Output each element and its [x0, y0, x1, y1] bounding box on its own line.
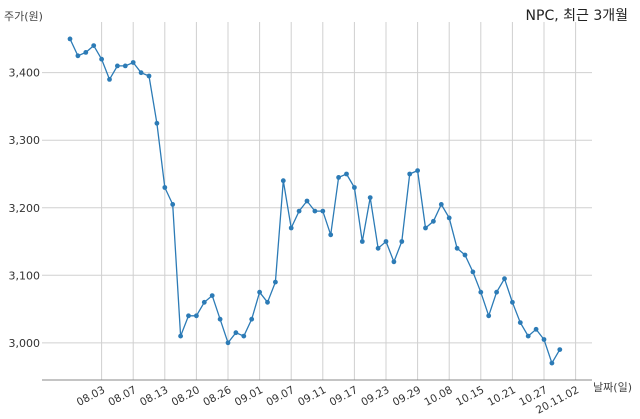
grid-lines	[42, 22, 592, 380]
data-point	[170, 202, 176, 207]
data-point	[407, 171, 413, 177]
data-point	[375, 245, 381, 251]
data-point	[122, 63, 128, 69]
data-point	[288, 225, 294, 231]
y-tick-label: 3,300	[9, 134, 41, 147]
y-tick-label: 3,100	[9, 269, 41, 282]
data-point	[296, 208, 302, 214]
data-point	[115, 63, 120, 69]
y-tick-label: 3,000	[9, 337, 41, 350]
data-point	[454, 245, 460, 251]
data-point	[320, 208, 326, 214]
data-point	[431, 218, 436, 224]
data-point	[209, 293, 215, 298]
data-point	[107, 77, 112, 82]
data-point	[423, 225, 428, 231]
data-point	[462, 252, 468, 258]
data-point	[217, 316, 223, 322]
x-tick-label: 09.17	[328, 384, 360, 409]
data-point	[549, 360, 555, 366]
data-point	[225, 340, 231, 346]
x-tick-label: 08.03	[75, 384, 107, 409]
data-point	[525, 333, 531, 339]
data-point	[99, 56, 104, 62]
data-point	[201, 299, 207, 305]
y-axis-ticks: 3,000 3,100 3,200 3,300 3,400	[9, 67, 41, 350]
data-point	[470, 269, 476, 275]
x-axis-ticks: 08.03 08.07 08.13 08.20 08.26 09.01 09.07 09.11…	[75, 384, 581, 417]
x-tick-label: 09.01	[233, 384, 265, 409]
data-point	[494, 289, 499, 295]
data-point	[130, 60, 136, 65]
data-point	[162, 185, 168, 190]
data-point	[233, 330, 239, 336]
x-tick-label: 08.07	[106, 384, 138, 409]
data-point	[273, 279, 278, 285]
data-point	[194, 313, 199, 319]
data-point	[391, 259, 397, 265]
data-point	[178, 333, 184, 339]
data-point	[138, 70, 144, 76]
y-tick-label: 3,200	[9, 202, 41, 215]
data-point	[352, 185, 357, 190]
price-line	[69, 38, 561, 365]
data-point	[541, 337, 547, 342]
data-point	[502, 276, 507, 282]
chart-title: NPC, 최근 3개월	[525, 8, 628, 24]
y-axis-label: 주가(원)	[4, 10, 43, 23]
x-tick-label: 09.29	[391, 384, 423, 409]
data-point	[186, 313, 191, 319]
data-point	[91, 43, 97, 48]
x-axis-label: 날짜(일)	[593, 381, 632, 394]
data-point	[438, 202, 444, 207]
price-points	[67, 36, 563, 366]
data-point	[399, 239, 405, 244]
data-point	[328, 232, 334, 238]
data-point	[241, 333, 247, 339]
data-point	[359, 239, 365, 244]
data-point	[249, 316, 255, 322]
data-point	[486, 313, 492, 319]
data-point	[478, 289, 484, 295]
x-tick-label: 09.11	[296, 384, 328, 409]
data-point	[154, 120, 160, 126]
x-tick-label: 09.07	[264, 384, 296, 409]
data-point	[265, 299, 270, 305]
data-point	[146, 73, 152, 79]
data-point	[257, 289, 262, 295]
y-tick-label: 3,400	[9, 67, 41, 80]
data-point	[312, 208, 318, 214]
x-tick-label: 08.13	[138, 384, 170, 409]
data-point	[510, 299, 515, 305]
data-point	[557, 347, 563, 352]
data-point	[67, 36, 73, 42]
x-tick-label: 10.15	[454, 384, 486, 409]
data-point	[383, 239, 389, 244]
data-point	[83, 50, 89, 55]
data-point	[336, 175, 341, 180]
data-point	[344, 171, 349, 177]
data-point	[446, 215, 452, 221]
data-point	[415, 168, 420, 174]
data-point	[533, 326, 539, 332]
x-tick-label: 08.20	[170, 384, 202, 409]
data-point	[517, 320, 523, 325]
data-point	[75, 53, 81, 59]
x-tick-label: 08.26	[201, 384, 233, 409]
x-tick-label: 09.23	[359, 384, 391, 409]
data-point	[367, 195, 373, 201]
x-tick-label: 10.21	[486, 384, 518, 409]
x-tick-label: 10.08	[422, 384, 454, 409]
data-point	[304, 198, 310, 204]
data-point	[280, 178, 286, 184]
